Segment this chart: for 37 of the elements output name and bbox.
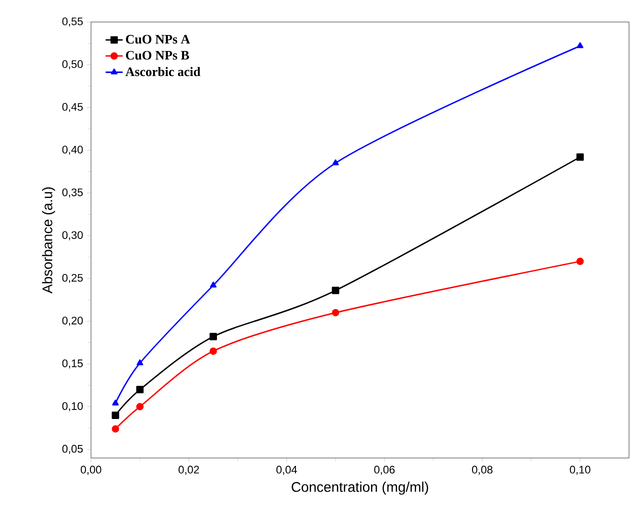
- x-tick-label: 0,00: [80, 466, 102, 475]
- y-axis-title: Absorbance (a.u): [42, 187, 56, 294]
- point: [576, 153, 584, 161]
- y-tick-label: 0,25: [62, 274, 83, 283]
- point: [136, 359, 144, 366]
- y-tick-label: 0,45: [62, 102, 83, 112]
- point: [576, 258, 584, 266]
- point: [210, 282, 217, 288]
- y-tick-label: 0,40: [62, 146, 83, 155]
- point: [112, 425, 120, 433]
- point: [576, 42, 584, 48]
- x-tick-label: 0,10: [570, 466, 590, 475]
- y-tick-label: 0,15: [62, 359, 83, 368]
- y-tick-label: 0,35: [62, 188, 83, 198]
- x-tick-label: 0,02: [178, 466, 199, 475]
- y-tick-label: 0,20: [62, 316, 83, 326]
- x-tick-label: 0,06: [374, 466, 395, 475]
- x-axis-title: Concentration (mg/ml): [292, 482, 428, 495]
- point: [210, 332, 217, 340]
- point: [332, 286, 340, 294]
- y-tick-label: 0,55: [62, 17, 83, 27]
- y-tick-label: 0,05: [62, 444, 83, 454]
- y-tick-label: 0,50: [62, 60, 83, 70]
- point: [112, 412, 120, 419]
- point: [210, 347, 217, 355]
- point: [112, 400, 119, 406]
- point: [136, 386, 144, 394]
- legend-label: CuO NPs A: [126, 34, 190, 44]
- point: [136, 403, 144, 410]
- y-tick-label: 0,30: [62, 231, 83, 240]
- legend-label: CuO NPs B: [126, 50, 190, 60]
- point: [332, 308, 340, 316]
- point: [332, 159, 339, 166]
- x-tick-label: 0,04: [276, 466, 297, 475]
- legend-label: Ascorbic acid: [125, 67, 200, 76]
- y-tick-label: 0,10: [62, 402, 83, 412]
- x-tick-label: 0,08: [472, 466, 492, 475]
